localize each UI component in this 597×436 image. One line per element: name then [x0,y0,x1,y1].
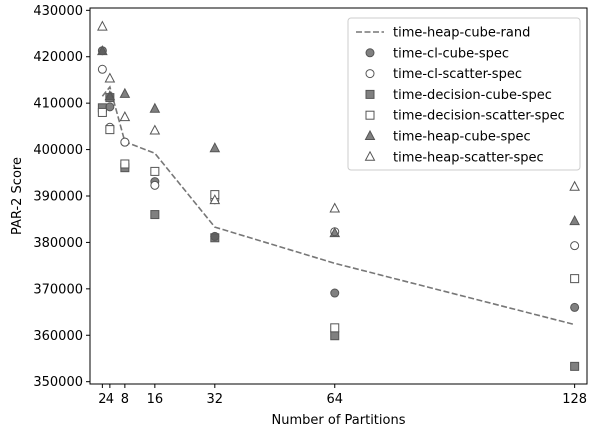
legend: time-heap-cube-rand time-cl-cube-spec time… [347,17,581,171]
legend-item: time-heap-cube-rand [356,26,530,41]
legend-item: time-cl-cube-spec [365,46,509,61]
data-point [330,331,340,341]
x-tick-label: 32 [207,392,224,407]
data-point [209,142,221,153]
y-tick-label: 390000 [33,190,83,205]
data-point [569,180,580,191]
legend-marker-swatch [365,48,375,58]
data-point [209,194,221,205]
data-point [105,102,115,112]
legend-item: time-heap-cube-spec [364,129,531,145]
y-tick-label: 370000 [33,282,83,297]
data-point [329,227,341,238]
y-tick-label: 380000 [33,236,83,251]
legend-marker-swatch [365,89,375,99]
x-tick-label: 4 [106,392,114,407]
legend-label: time-decision-scatter-spec [393,109,565,124]
data-point [119,87,131,98]
y-tick-label: 410000 [33,97,83,112]
legend-label: time-decision-cube-spec [393,88,552,103]
legend-marker-swatch [364,129,376,140]
legend-marker-swatch [365,69,375,79]
series-time-heap-cube-spec [97,45,580,238]
data-point [97,107,107,117]
data-point [120,137,130,147]
data-point [570,302,580,312]
data-point [329,202,341,213]
data-point [570,241,580,251]
data-point [330,288,340,298]
legend-item: time-cl-scatter-spec [365,67,522,82]
data-point [97,45,108,56]
data-point [104,72,116,83]
data-point [105,125,115,135]
data-point [330,323,340,333]
y-tick-label: 360000 [33,329,83,344]
data-point [570,274,580,284]
legend-label: time-heap-cube-rand [393,26,530,41]
plot-marks [97,20,580,371]
y-axis-label: PAR-2 Score [10,157,25,235]
y-tick-label: 420000 [33,50,83,65]
data-point [97,20,108,31]
data-point [149,124,161,135]
data-point [119,111,131,122]
legend-marker-swatch [364,150,376,161]
legend-label: time-cl-scatter-spec [393,67,522,82]
data-point [150,180,160,190]
y-axis: 350000 360000 370000 380000 390000 400000 4100… [33,4,90,390]
x-axis: 2 4 8 16 32 64 128 [98,384,587,407]
legend-item: time-decision-cube-spec [365,88,552,103]
series-line [101,85,575,326]
data-point [97,64,107,74]
legend-box [347,17,581,171]
x-axis-label: Number of Partitions [272,413,406,428]
legend-label: time-heap-cube-spec [393,130,531,145]
data-point [149,102,161,113]
legend-label: time-cl-cube-spec [393,46,509,61]
data-point [570,361,580,371]
x-tick-label: 8 [121,392,129,407]
x-tick-label: 128 [562,392,587,407]
y-tick-label: 400000 [33,143,83,158]
x-tick-label: 16 [147,392,164,407]
series-time-heap-cube-rand [101,85,575,326]
data-point [104,90,116,101]
data-point [120,159,130,169]
data-point [150,166,160,176]
legend-item: time-heap-scatter-spec [364,150,544,165]
x-tick-label: 2 [98,392,106,407]
y-tick-label: 430000 [33,4,83,19]
data-point [150,210,160,220]
x-tick-label: 64 [326,392,343,407]
data-point [210,233,220,243]
data-point [569,214,580,226]
legend-item: time-decision-scatter-spec [365,109,565,124]
legend-label: time-heap-scatter-spec [393,150,544,165]
series-time-heap-scatter-spec [97,20,580,213]
legend-marker-swatch [365,110,375,120]
y-tick-label: 350000 [33,375,83,390]
